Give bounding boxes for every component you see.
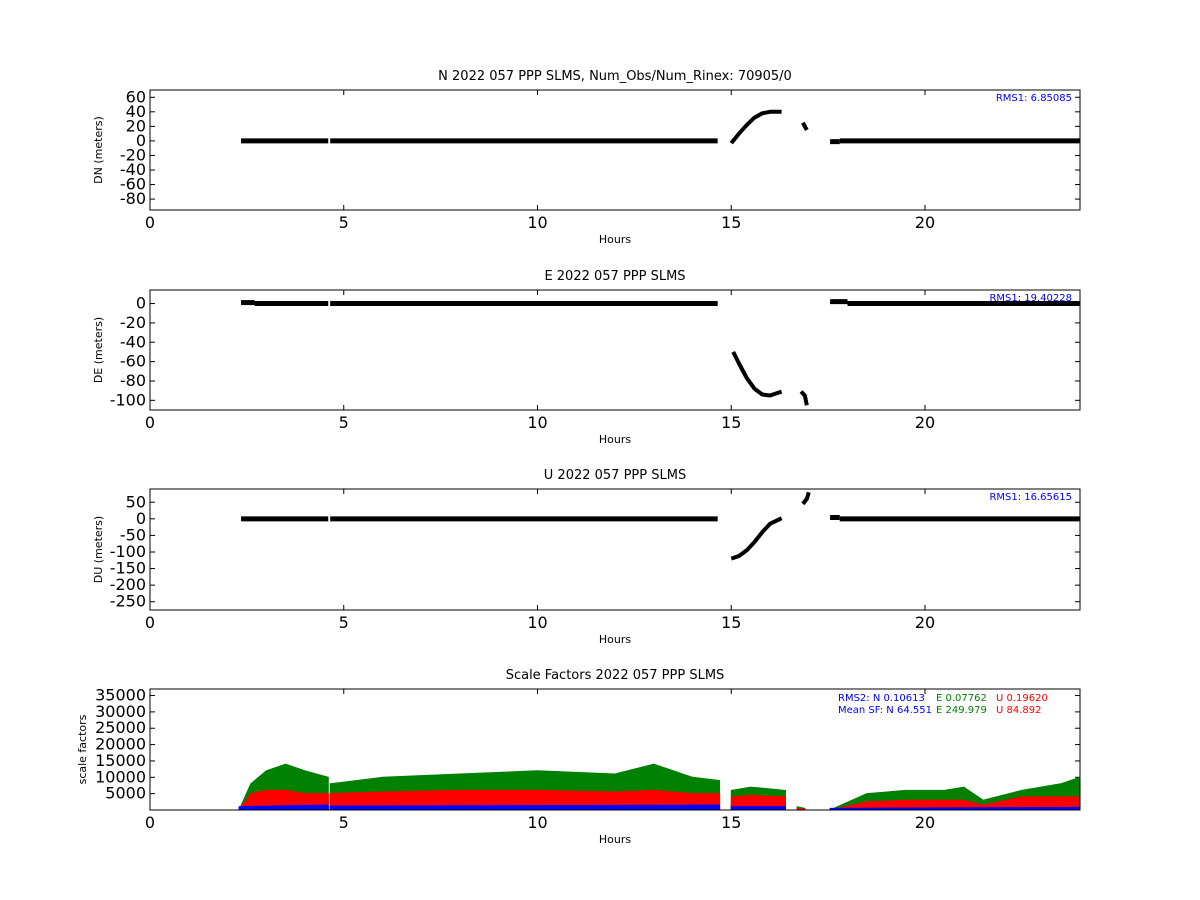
y-tick-label: 0 [136, 131, 146, 150]
x-tick-label: 20 [915, 613, 935, 632]
x-axis-label: Hours [599, 433, 631, 446]
scale-factor-annotation: U 84.892 [996, 705, 1042, 716]
x-tick-label: 15 [721, 613, 741, 632]
x-axis-label: Hours [599, 233, 631, 246]
x-tick-label: 5 [339, 413, 349, 432]
x-axis-label: Hours [599, 833, 631, 846]
x-tick-label: 0 [145, 613, 155, 632]
rms-annotation: RMS1: 6.85085 [996, 93, 1072, 104]
plot-area [241, 299, 1080, 406]
y-tick-label: 35000 [95, 686, 146, 705]
x-tick-label: 10 [527, 213, 547, 232]
plot-area [238, 763, 1080, 810]
y-axis-label: DN (meters) [92, 116, 105, 184]
scale-factor-area-2-4 [829, 806, 1080, 810]
data-curve-3 [801, 491, 811, 506]
y-tick-label: 10000 [95, 767, 146, 786]
x-tick-label: 0 [145, 213, 155, 232]
data-curve-2 [729, 109, 782, 145]
y-tick-label: -250 [110, 592, 146, 611]
x-tick-label: 10 [527, 413, 547, 432]
y-tick-label: 50 [126, 492, 146, 511]
y-tick-label: -40 [120, 332, 146, 351]
data-curve-2 [730, 516, 783, 561]
chart-panel-4: Scale Factors 2022 057 PPP SLMS scale fac… [76, 668, 1081, 846]
y-axis-label: DU (meters) [92, 516, 105, 583]
data-curve-3 [801, 121, 809, 131]
y-tick-label: 0 [136, 509, 146, 528]
scale-factor-annotation: Mean SF: N 64.551 [838, 705, 932, 716]
x-tick-label: 20 [915, 413, 935, 432]
x-tick-label: 15 [721, 813, 741, 832]
rms-annotation: RMS1: 19.40228 [989, 293, 1072, 304]
chart-title: U 2022 057 PPP SLMS [544, 468, 686, 483]
y-tick-label: -20 [120, 145, 146, 164]
chart-title: N 2022 057 PPP SLMS, Num_Obs/Num_Rinex: … [438, 69, 792, 84]
y-tick-label: -150 [110, 559, 146, 578]
y-tick-label: -20 [120, 313, 146, 332]
x-tick-label: 10 [527, 813, 547, 832]
y-tick-label: 0 [136, 294, 146, 313]
y-tick-label: -60 [120, 175, 146, 194]
y-tick-label: 25000 [95, 718, 146, 737]
y-axis-label: DE (meters) [92, 317, 105, 383]
scale-factor-annotation: E 0.07762 [936, 693, 987, 704]
scale-factor-area-2-2 [730, 806, 786, 810]
y-tick-label: -80 [120, 371, 146, 390]
chart-title: Scale Factors 2022 057 PPP SLMS [506, 668, 725, 683]
y-tick-label: 30000 [95, 702, 146, 721]
x-tick-label: 20 [915, 813, 935, 832]
scale-factor-area-2-0 [238, 804, 329, 810]
chart-panel-2: E 2022 057 PPP SLMS DE (meters) Hours 0 5 10 1… [92, 269, 1081, 446]
chart-title: E 2022 057 PPP SLMS [544, 269, 685, 284]
plot-frame [149, 89, 1081, 211]
scale-factor-area-1-4 [829, 796, 1080, 810]
plot-frame [149, 289, 1081, 411]
y-axis-label: scale factors [76, 714, 89, 784]
x-tick-label: 5 [339, 213, 349, 232]
x-tick-label: 15 [721, 413, 741, 432]
plot-frame [149, 488, 1081, 611]
chart-panel-1: N 2022 057 PPP SLMS, Num_Obs/Num_Rinex: … [92, 69, 1081, 246]
y-tick-label: 15000 [95, 751, 146, 770]
data-curve-3 [731, 351, 783, 398]
x-axis-label: Hours [599, 633, 631, 646]
scale-factor-annotation: U 0.19620 [996, 693, 1048, 704]
y-tick-label: -100 [110, 390, 146, 409]
x-tick-label: 15 [721, 213, 741, 232]
y-tick-label: -60 [120, 352, 146, 371]
y-tick-label: -80 [120, 189, 146, 208]
x-tick-label: 20 [915, 213, 935, 232]
scale-factor-annotation: E 249.979 [936, 705, 987, 716]
y-tick-label: 60 [126, 87, 146, 106]
scale-factor-area-2-1 [329, 804, 721, 810]
x-tick-label: 5 [339, 813, 349, 832]
y-tick-label: -40 [120, 160, 146, 179]
data-curve-4 [799, 390, 809, 406]
x-tick-label: 5 [339, 613, 349, 632]
plot-area [241, 491, 1080, 561]
y-tick-label: 5000 [105, 784, 146, 803]
plot-area [241, 109, 1080, 145]
y-tick-label: 20 [126, 116, 146, 135]
x-tick-label: 10 [527, 613, 547, 632]
y-tick-label: -200 [110, 575, 146, 594]
y-tick-label: 20000 [95, 735, 146, 754]
rms-annotation: RMS1: 16.65615 [989, 492, 1072, 503]
y-tick-label: -100 [110, 542, 146, 561]
y-tick-label: 40 [126, 102, 146, 121]
x-tick-label: 0 [145, 413, 155, 432]
plot-frame [149, 688, 1081, 811]
y-tick-label: -50 [120, 525, 146, 544]
x-tick-label: 0 [145, 813, 155, 832]
chart-panel-3: U 2022 057 PPP SLMS DU (meters) Hours 0 5 10 1… [92, 468, 1081, 646]
scale-factor-annotation: RMS2: N 0.10613 [838, 693, 925, 704]
